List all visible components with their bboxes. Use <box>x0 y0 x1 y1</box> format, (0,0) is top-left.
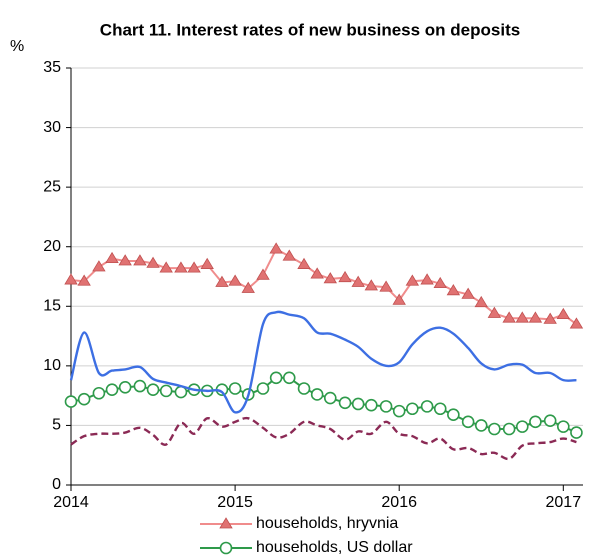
x-tick-label: 2015 <box>217 494 253 511</box>
circle-marker <box>92 386 106 400</box>
triangle-marker <box>364 279 379 291</box>
circle-marker <box>543 414 557 427</box>
triangle-marker <box>215 275 229 287</box>
circle-marker <box>433 402 447 416</box>
y-tick-label: 25 <box>43 178 61 195</box>
triangle-marker <box>392 293 406 305</box>
triangle-marker <box>64 273 78 285</box>
triangle-marker <box>133 254 147 266</box>
triangle-marker <box>118 254 132 266</box>
triangle-marker <box>256 268 270 280</box>
triangle-marker <box>487 306 502 318</box>
triangle-marker <box>351 275 365 287</box>
circle-marker <box>159 384 173 398</box>
triangle-marker <box>228 274 242 286</box>
series-line <box>70 376 577 434</box>
y-tick-label: 15 <box>43 298 61 315</box>
triangle-marker <box>282 249 296 261</box>
circle-marker <box>488 422 501 436</box>
circle-marker <box>502 422 516 436</box>
circle-marker <box>515 420 529 433</box>
x-tick-label: 2014 <box>53 494 89 511</box>
circle-marker <box>379 400 393 413</box>
circle-marker <box>146 383 160 396</box>
series-line <box>69 310 577 414</box>
legend-label: households, US dollar <box>256 539 413 556</box>
triangle-marker <box>556 307 571 320</box>
legend-marker <box>219 541 233 555</box>
y-tick-label: 35 <box>43 59 61 76</box>
y-tick-label: 0 <box>52 476 61 493</box>
triangle-marker <box>77 274 91 286</box>
circle-marker <box>282 371 296 385</box>
chart-title: Chart 11. Interest rates of new business… <box>100 20 520 39</box>
legend-marker <box>219 517 233 529</box>
circle-marker <box>297 382 311 395</box>
circle-marker <box>64 395 78 408</box>
circle-marker <box>461 415 475 429</box>
triangle-marker <box>159 261 173 273</box>
triangle-marker <box>310 267 324 279</box>
triangle-marker <box>187 261 201 273</box>
triangle-marker <box>323 272 337 284</box>
circle-marker <box>338 396 352 410</box>
circle-marker <box>570 426 583 439</box>
triangle-marker <box>543 312 557 324</box>
circle-marker <box>105 383 119 396</box>
circle-marker <box>323 391 337 405</box>
y-tick-label: 30 <box>43 119 61 136</box>
triangle-marker <box>200 257 214 269</box>
triangle-marker <box>379 280 393 292</box>
triangle-marker <box>338 270 352 283</box>
triangle-marker <box>146 256 160 268</box>
circle-marker <box>310 388 324 401</box>
circle-marker <box>392 404 406 418</box>
circle-marker <box>474 419 488 432</box>
circle-marker <box>351 397 365 411</box>
circle-marker <box>133 379 147 393</box>
triangle-marker <box>461 287 475 299</box>
circle-marker <box>557 420 570 433</box>
series-line <box>70 247 578 325</box>
y-tick-label: 5 <box>52 417 61 434</box>
triangle-marker <box>502 311 516 323</box>
circle-marker <box>406 402 419 416</box>
triangle-marker <box>405 274 420 286</box>
triangle-marker <box>569 317 584 329</box>
circle-marker <box>529 415 542 429</box>
triangle-marker <box>446 284 461 296</box>
triangle-marker <box>297 257 311 269</box>
triangle-marker <box>269 242 283 254</box>
triangle-marker <box>433 276 447 289</box>
triangle-marker <box>174 261 188 273</box>
triangle-marker <box>92 260 106 272</box>
circle-marker <box>365 398 378 412</box>
triangle-marker <box>528 311 543 323</box>
triangle-marker <box>420 273 434 285</box>
circle-marker <box>228 382 242 395</box>
circle-marker <box>420 400 434 413</box>
circle-marker <box>118 381 132 394</box>
triangle-marker <box>241 281 255 293</box>
triangle-marker <box>515 311 529 323</box>
circle-marker <box>447 408 460 422</box>
triangle-marker <box>105 251 119 264</box>
x-tick-label: 2016 <box>381 494 417 511</box>
triangle-marker <box>474 295 488 308</box>
circle-marker <box>256 382 270 395</box>
x-tick-label: 2017 <box>546 494 582 511</box>
y-tick-label: 20 <box>43 238 61 255</box>
series-line <box>70 416 577 461</box>
y-tick-label: 10 <box>43 357 61 374</box>
circle-marker <box>77 392 91 406</box>
circle-marker <box>269 371 283 385</box>
y-axis-label: % <box>10 38 24 55</box>
legend-label: households, hryvnia <box>256 515 398 532</box>
